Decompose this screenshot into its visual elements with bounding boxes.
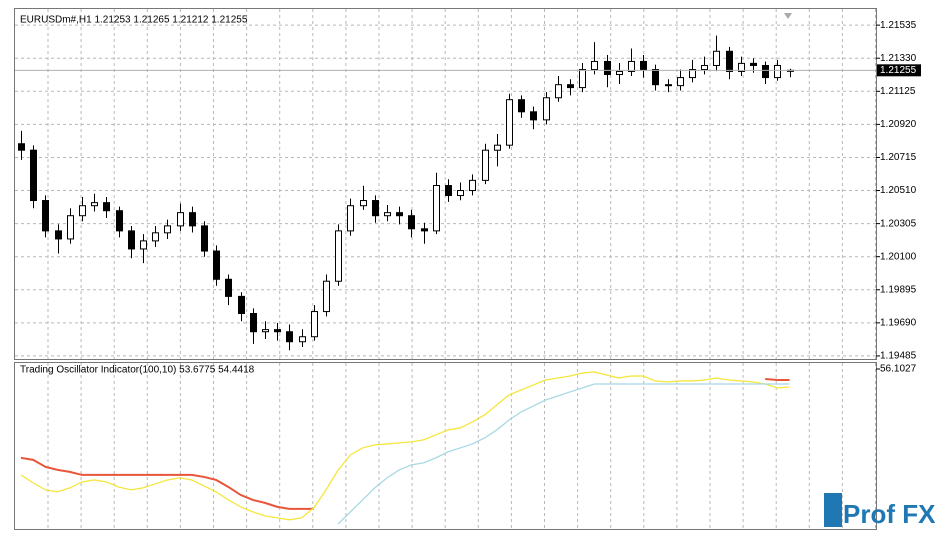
chart-title: EURUSDm#,H1 1.21253 1.21265 1.21212 1.21…: [20, 15, 248, 26]
oscillator-line: [20, 456, 314, 510]
oscillator-line: [765, 377, 790, 382]
candle-body: [701, 64, 708, 71]
candle-body: [18, 143, 25, 151]
candle-body: [250, 312, 257, 333]
candle-body: [518, 99, 525, 113]
candle-body: [79, 205, 86, 217]
candle-body: [555, 84, 562, 99]
candle-body: [177, 212, 184, 227]
candle-body: [42, 200, 49, 232]
candle-body: [604, 60, 611, 76]
candle-body: [567, 84, 574, 89]
candle-body: [640, 60, 647, 71]
candle-body: [152, 232, 159, 242]
candle-body: [433, 185, 440, 232]
current-price-box: [877, 64, 921, 77]
candle-body: [750, 62, 757, 66]
candle-body: [189, 212, 196, 227]
candle-body: [323, 280, 330, 313]
candle-body: [274, 329, 281, 333]
candle-body: [384, 212, 391, 217]
candle-body: [225, 278, 232, 297]
logo: Prof FX: [824, 493, 935, 529]
candle-body: [591, 60, 598, 71]
candle-body: [238, 295, 245, 314]
marks-layer: [15, 35, 876, 525]
candle-body: [774, 64, 781, 79]
y-tick-label: 1.20100: [880, 251, 917, 262]
candle-body: [445, 185, 452, 197]
candle-body: [616, 70, 623, 76]
candle-body: [67, 215, 74, 240]
candle-body: [726, 50, 733, 72]
logo-mark: [824, 493, 842, 527]
candle-body: [299, 336, 306, 343]
grid-layer: [15, 9, 876, 529]
candle-body: [506, 99, 513, 146]
candle-body: [262, 329, 269, 333]
y-tick-label: 1.21330: [880, 53, 917, 64]
current-price-label: 1.21255: [880, 65, 917, 76]
y-tick-label: 1.19895: [880, 284, 917, 295]
candle-body: [689, 69, 696, 79]
candle-body: [665, 84, 672, 87]
candle-body: [482, 149, 489, 181]
candle-body: [530, 111, 537, 121]
y-tick-label: 1.19485: [880, 351, 917, 362]
y-tick-label: 1.20305: [880, 218, 917, 229]
candle-body: [421, 228, 428, 232]
candle-body: [55, 230, 62, 240]
candle-body: [116, 210, 123, 232]
candle-body: [652, 69, 659, 86]
candle-body: [469, 179, 476, 192]
candle-body: [335, 230, 342, 282]
y-tick-label: 1.20510: [880, 185, 917, 196]
candle-body: [543, 97, 550, 121]
candle-body: [738, 62, 745, 72]
oscillator-line: [20, 371, 790, 521]
y-tick-label: 1.21535: [880, 20, 917, 31]
candle-body: [713, 50, 720, 66]
candle-body: [311, 311, 318, 338]
y-tick-label: 1.19690: [880, 317, 917, 328]
y-tick-label: 1.20715: [880, 152, 917, 163]
shift-marker: [784, 13, 792, 19]
y-tick-label: 56.1027: [880, 364, 917, 375]
candle-body: [457, 190, 464, 197]
candle-body: [30, 149, 37, 202]
candle-body: [396, 212, 403, 217]
candle-body: [128, 230, 135, 250]
candle-body: [628, 60, 635, 72]
candle-body: [372, 200, 379, 217]
indicator-title: Trading Oscillator Indicator(100,10) 53.…: [20, 365, 255, 376]
candle-body: [408, 215, 415, 230]
candle-body: [140, 240, 147, 250]
candle-body: [360, 200, 367, 207]
candle-body: [677, 77, 684, 87]
y-tick-label: 1.21125: [880, 86, 916, 97]
y-tick-label: 1.20920: [880, 119, 917, 130]
candle-body: [579, 69, 586, 89]
candle-body: [201, 225, 208, 252]
candle-body: [494, 144, 501, 151]
candle-body: [762, 64, 769, 79]
candle-body: [213, 250, 220, 280]
candle-body: [347, 205, 354, 232]
candle-body: [164, 225, 171, 234]
logo-text: Prof FX: [843, 499, 935, 529]
candle-body: [286, 331, 293, 343]
oscillator-line: [337, 383, 790, 525]
candle-body: [91, 202, 98, 207]
candle-body: [103, 202, 110, 212]
